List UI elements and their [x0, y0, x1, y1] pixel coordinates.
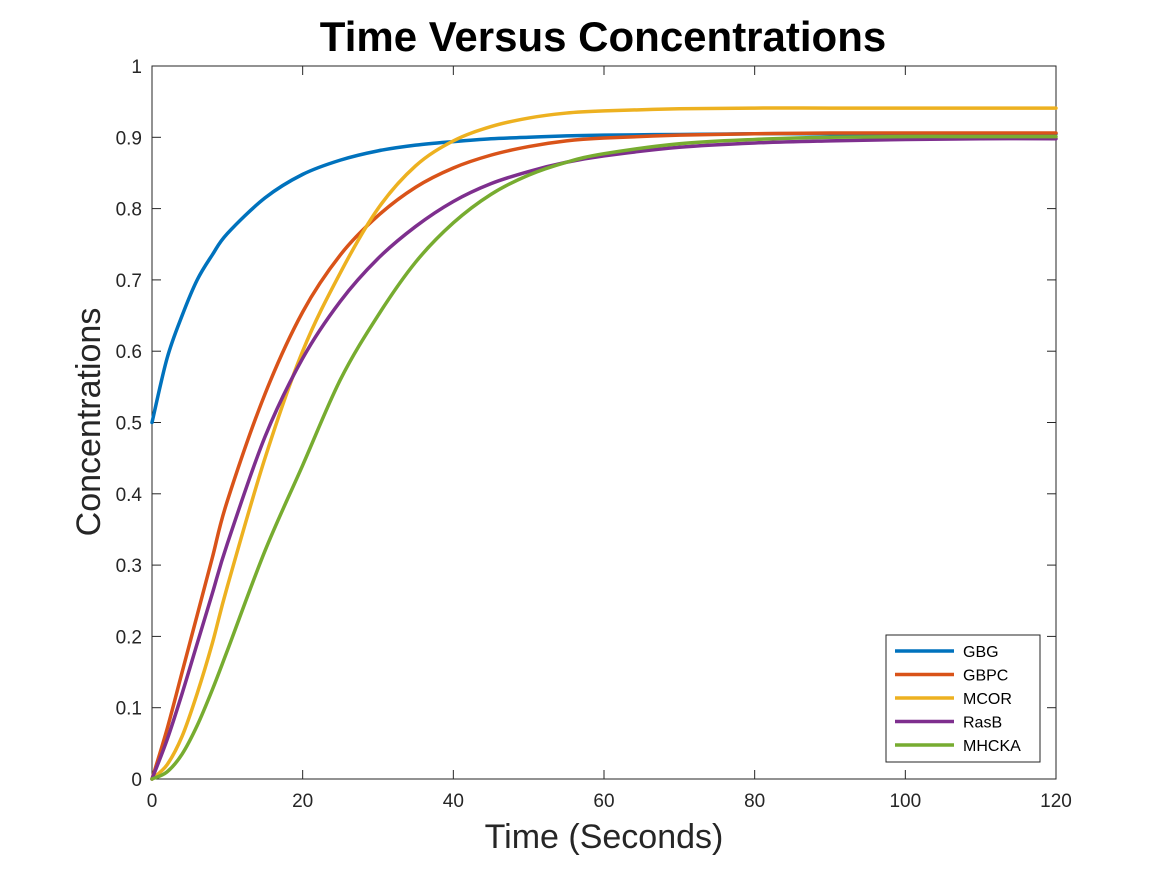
x-tick-label: 40 [443, 791, 464, 812]
legend-label-mhcka: MHCKA [963, 738, 1021, 755]
y-tick-label: 0.1 [116, 699, 142, 720]
series-lines [150, 106, 1058, 781]
x-tick-label: 60 [593, 791, 614, 812]
x-axis-label: Time (Seconds) [485, 818, 724, 856]
y-tick-label: 0.7 [116, 271, 142, 292]
y-tick-label: 0 [131, 770, 142, 791]
chart-title: Time Versus Concentrations [320, 13, 886, 60]
series-line-rasb [150, 136, 1058, 781]
y-tick-label: 0.3 [116, 556, 142, 577]
x-tick-label: 0 [147, 791, 158, 812]
y-tick-label: 0.9 [116, 128, 142, 149]
legend: GBG GBPC MCOR RasB MHCKA [885, 634, 1041, 763]
x-tick-label: 20 [292, 791, 313, 812]
series-line-mhcka [150, 134, 1058, 781]
legend-label-gbpc: GBPC [963, 668, 1008, 685]
y-tick-label: 0.4 [116, 485, 143, 506]
series-line-mcor [150, 106, 1058, 781]
y-tick-label: 0.6 [116, 342, 142, 363]
x-tick-label: 100 [889, 791, 921, 812]
legend-label-gbg: GBG [963, 644, 999, 661]
y-tick-label: 0.5 [116, 414, 142, 435]
y-tick-label: 0.2 [116, 627, 142, 648]
y-tick-label: 0.8 [116, 200, 142, 221]
legend-label-mcor: MCOR [963, 691, 1012, 708]
x-tick-label: 80 [744, 791, 765, 812]
legend-label-rasb: RasB [963, 715, 1002, 732]
series-line-gbpc [150, 131, 1058, 781]
y-axis-label: Concentrations [70, 308, 108, 537]
x-tick-label: 120 [1040, 791, 1072, 812]
y-tick-label: 1 [131, 57, 142, 78]
